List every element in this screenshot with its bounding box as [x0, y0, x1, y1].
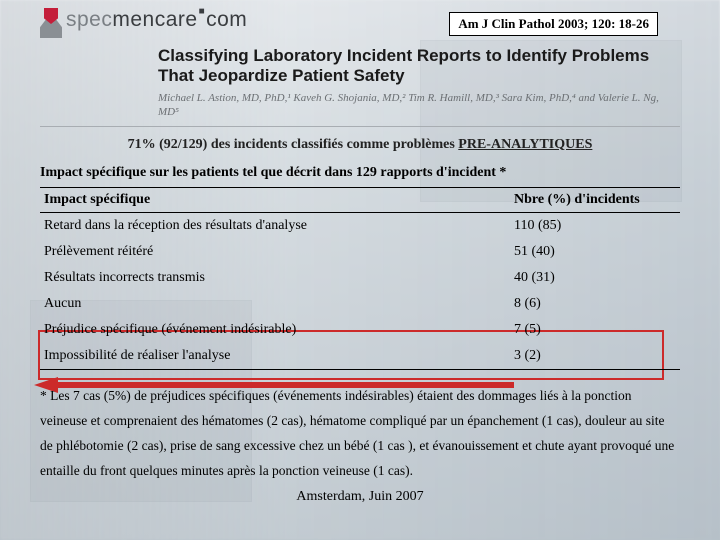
cell-impact: Résultats incorrects transmis: [40, 265, 510, 291]
table-row: Prélèvement réitéré 51 (40): [40, 239, 680, 265]
key-pct: 71% (92/129): [128, 137, 208, 152]
citation-box: Am J Clin Pathol 2003; 120: 18-26: [449, 12, 658, 36]
cell-impact: Préjudice spécifique (événement indésira…: [40, 317, 510, 343]
logo-icon: [40, 8, 64, 38]
footnote-text: * Les 7 cas (5%) de préjudices spécifiqu…: [40, 384, 680, 484]
table-header-impact: Impact spécifique: [40, 187, 510, 212]
table-header-row: Impact spécifique Nbre (%) d'incidents: [40, 187, 680, 212]
logo-text-spec: spec: [66, 8, 112, 32]
table-title: Impact spécifique sur les patients tel q…: [40, 165, 680, 181]
header-row: spec mencare ■ com Am J Clin Pathol 2003…: [40, 8, 680, 44]
impact-table: Impact spécifique Nbre (%) d'incidents R…: [40, 187, 680, 370]
table-row: Aucun 8 (6): [40, 291, 680, 317]
cell-count: 40 (31): [510, 265, 680, 291]
cell-impact: Retard dans la réception des résultats d…: [40, 212, 510, 239]
divider: [40, 126, 680, 127]
cell-count: 110 (85): [510, 212, 680, 239]
cell-count: 51 (40): [510, 239, 680, 265]
logo-text-com: com: [206, 8, 247, 32]
table-row: Résultats incorrects transmis 40 (31): [40, 265, 680, 291]
key-preanalytic: PRE-ANALYTIQUES: [458, 137, 592, 152]
logo-separator-icon: ■: [199, 6, 206, 17]
slide-content: spec mencare ■ com Am J Clin Pathol 2003…: [0, 0, 720, 505]
key-statistic: 71% (92/129) des incidents classifiés co…: [40, 137, 680, 153]
table-row: Retard dans la réception des résultats d…: [40, 212, 680, 239]
paper-title: Classifying Laboratory Incident Reports …: [40, 46, 680, 86]
cell-count: 7 (5): [510, 317, 680, 343]
cell-impact: Impossibilité de réaliser l'analyse: [40, 343, 510, 370]
footer-text: Amsterdam, Juin 2007: [40, 489, 680, 505]
cell-count: 3 (2): [510, 343, 680, 370]
key-mid: des incidents classifiés comme problèmes: [207, 137, 458, 152]
table-bottom-rule: [40, 369, 680, 370]
table-header-count: Nbre (%) d'incidents: [510, 187, 680, 212]
cell-count: 8 (6): [510, 291, 680, 317]
logo-text-mencare: mencare: [112, 8, 197, 32]
paper-authors: Michael L. Astion, MD, PhD,¹ Kaveh G. Sh…: [40, 92, 680, 120]
table-row: Préjudice spécifique (événement indésira…: [40, 317, 680, 343]
table-row: Impossibilité de réaliser l'analyse 3 (2…: [40, 343, 680, 370]
cell-impact: Aucun: [40, 291, 510, 317]
cell-impact: Prélèvement réitéré: [40, 239, 510, 265]
